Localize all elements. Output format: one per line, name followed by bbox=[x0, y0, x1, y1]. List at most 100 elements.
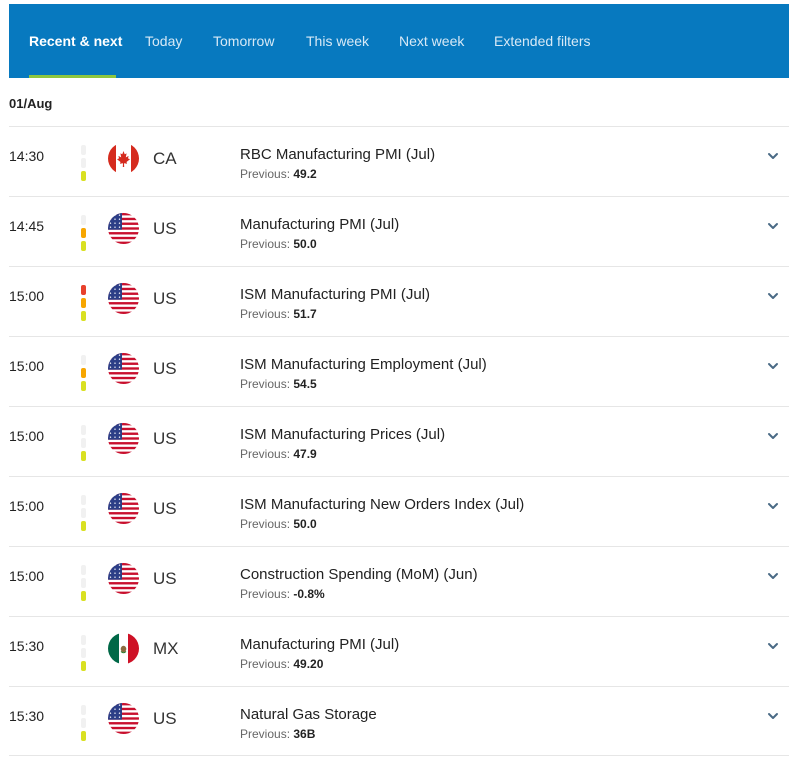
event-previous: Previous: 49.20 bbox=[240, 657, 323, 671]
impact-bar-medium bbox=[81, 648, 86, 658]
event-time: 15:00 bbox=[9, 498, 45, 514]
event-name[interactable]: ISM Manufacturing Prices (Jul) bbox=[240, 426, 446, 443]
previous-label: Previous: bbox=[240, 657, 291, 671]
event-row-6[interactable]: 15:00 US ISM Manufacturing New Orders In… bbox=[9, 476, 789, 546]
chevron-down-icon[interactable] bbox=[766, 290, 780, 302]
tab-this-week[interactable]: This week bbox=[306, 33, 370, 49]
tab-next-week[interactable]: Next week bbox=[399, 33, 465, 49]
event-name[interactable]: Construction Spending (MoM) (Jun) bbox=[240, 566, 478, 583]
previous-label: Previous: bbox=[240, 447, 291, 461]
mexico-flag-icon bbox=[108, 633, 139, 664]
event-previous: Previous: 49.2 bbox=[240, 167, 317, 181]
impact-bar-high bbox=[81, 215, 86, 225]
impact-bar-high bbox=[81, 565, 86, 575]
event-row-9[interactable]: 15:30 US Natural Gas Storage Previous: 3… bbox=[9, 686, 789, 756]
previous-value: -0.8% bbox=[293, 587, 325, 601]
impact-bar-high bbox=[81, 705, 86, 715]
previous-value: 49.2 bbox=[293, 167, 317, 181]
previous-value: 51.7 bbox=[293, 307, 317, 321]
impact-bar-medium bbox=[81, 508, 86, 518]
event-row-7[interactable]: 15:00 US Construction Spending (MoM) (Ju… bbox=[9, 546, 789, 616]
us-flag-icon bbox=[108, 213, 139, 244]
event-time: 15:00 bbox=[9, 358, 45, 374]
tab-tomorrow[interactable]: Tomorrow bbox=[213, 33, 275, 49]
chevron-down-icon[interactable] bbox=[766, 220, 780, 232]
event-time: 15:00 bbox=[9, 428, 45, 444]
event-name[interactable]: Manufacturing PMI (Jul) bbox=[240, 216, 400, 233]
chevron-down-icon[interactable] bbox=[766, 150, 780, 162]
impact-bar-low bbox=[81, 451, 86, 461]
chevron-down-icon[interactable] bbox=[766, 710, 780, 722]
us-flag-icon bbox=[108, 283, 139, 314]
previous-value: 50.0 bbox=[293, 517, 317, 531]
event-row-4[interactable]: 15:00 US ISM Manufacturing Employment (J… bbox=[9, 336, 789, 406]
previous-value: 36B bbox=[293, 727, 316, 741]
impact-bar-low bbox=[81, 311, 86, 321]
event-name[interactable]: ISM Manufacturing Employment (Jul) bbox=[240, 356, 487, 373]
event-row-1[interactable]: 14:30 CA RBC Manufacturing PMI (Jul) Pre… bbox=[9, 126, 789, 196]
impact-indicator bbox=[81, 285, 86, 323]
event-name[interactable]: Natural Gas Storage bbox=[240, 706, 377, 723]
us-flag-icon bbox=[108, 353, 139, 384]
event-name[interactable]: ISM Manufacturing PMI (Jul) bbox=[240, 286, 431, 303]
event-previous: Previous: -0.8% bbox=[240, 587, 325, 601]
event-name[interactable]: ISM Manufacturing New Orders Index (Jul) bbox=[240, 496, 525, 513]
event-country: MX bbox=[153, 639, 179, 658]
impact-bar-low bbox=[81, 661, 86, 671]
chevron-down-icon[interactable] bbox=[766, 430, 780, 442]
previous-label: Previous: bbox=[240, 307, 291, 321]
us-flag-icon bbox=[108, 703, 139, 734]
event-previous: Previous: 54.5 bbox=[240, 377, 317, 391]
impact-bar-low bbox=[81, 591, 86, 601]
impact-indicator bbox=[81, 215, 86, 253]
active-tab-indicator bbox=[29, 75, 116, 78]
chevron-down-icon[interactable] bbox=[766, 570, 780, 582]
impact-bar-medium bbox=[81, 578, 86, 588]
event-time: 14:45 bbox=[9, 218, 45, 234]
previous-label: Previous: bbox=[240, 237, 291, 251]
impact-bar-medium bbox=[81, 438, 86, 448]
chevron-down-icon[interactable] bbox=[766, 500, 780, 512]
event-name[interactable]: Manufacturing PMI (Jul) bbox=[240, 636, 400, 653]
previous-label: Previous: bbox=[240, 517, 291, 531]
previous-label: Previous: bbox=[240, 727, 291, 741]
tab-today[interactable]: Today bbox=[145, 33, 183, 49]
previous-label: Previous: bbox=[240, 377, 291, 391]
tab-recent-and-next[interactable]: Recent & next bbox=[29, 33, 123, 49]
impact-bar-high bbox=[81, 145, 86, 155]
impact-bar-medium bbox=[81, 298, 86, 308]
impact-bar-medium bbox=[81, 718, 86, 728]
event-row-3[interactable]: 15:00 US ISM Manufacturing PMI (Jul) Pre… bbox=[9, 266, 789, 336]
impact-indicator bbox=[81, 635, 86, 673]
event-name[interactable]: RBC Manufacturing PMI (Jul) bbox=[240, 146, 436, 163]
impact-bar-low bbox=[81, 241, 86, 251]
tab-extended-filters[interactable]: Extended filters bbox=[494, 33, 591, 49]
event-list: 14:30 CA RBC Manufacturing PMI (Jul) Pre… bbox=[9, 126, 789, 756]
chevron-down-icon[interactable] bbox=[766, 640, 780, 652]
impact-indicator bbox=[81, 565, 86, 603]
event-row-2[interactable]: 14:45 US Manufacturing PMI (Jul) Previou… bbox=[9, 196, 789, 266]
previous-value: 50.0 bbox=[293, 237, 317, 251]
event-row-5[interactable]: 15:00 US ISM Manufacturing Prices (Jul) … bbox=[9, 406, 789, 476]
date-header: 01/Aug bbox=[9, 96, 53, 111]
impact-bar-medium bbox=[81, 228, 86, 238]
impact-bar-low bbox=[81, 731, 86, 741]
event-row-8[interactable]: 15:30 MX Manufacturing PMI (Jul) Previou… bbox=[9, 616, 789, 686]
event-country: US bbox=[153, 219, 177, 238]
event-country: US bbox=[153, 289, 177, 308]
event-time: 14:30 bbox=[9, 148, 45, 164]
event-previous: Previous: 47.9 bbox=[240, 447, 317, 461]
event-previous: Previous: 51.7 bbox=[240, 307, 317, 321]
tab-bar: Recent & next Today Tomorrow This week N… bbox=[9, 4, 789, 78]
impact-bar-high bbox=[81, 355, 86, 365]
impact-indicator bbox=[81, 145, 86, 183]
previous-value: 54.5 bbox=[293, 377, 317, 391]
event-time: 15:30 bbox=[9, 708, 45, 724]
us-flag-icon bbox=[108, 423, 139, 454]
chevron-down-icon[interactable] bbox=[766, 360, 780, 372]
event-time: 15:30 bbox=[9, 638, 45, 654]
previous-label: Previous: bbox=[240, 167, 291, 181]
impact-bar-medium bbox=[81, 368, 86, 378]
event-country: US bbox=[153, 499, 177, 518]
event-time: 15:00 bbox=[9, 288, 45, 304]
